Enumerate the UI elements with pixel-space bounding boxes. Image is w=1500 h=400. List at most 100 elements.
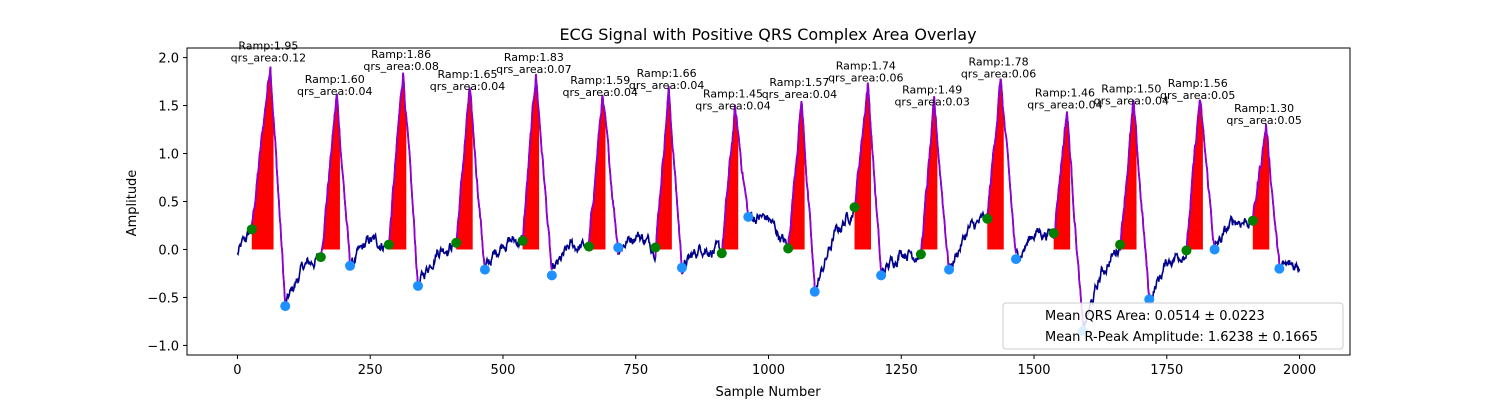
- r-peak-amplitude-label: Ramp:1.50: [1101, 83, 1161, 96]
- y-axis-label: Amplitude: [125, 170, 140, 237]
- qrs-area-label: qrs_area:0.04: [629, 79, 704, 92]
- r-peak-amplitude-label: Ramp:1.66: [637, 67, 697, 80]
- qrs-segment-line: [1052, 111, 1084, 323]
- qrs-area-label: qrs_area:0.04: [1094, 95, 1169, 108]
- qrs-area-label: qrs_area:0.05: [1226, 114, 1301, 127]
- s-offset-marker: [613, 242, 624, 253]
- legend-entry-r-peak-amplitude: Mean R-Peak Amplitude: 1.6238 ± 0.1665: [1045, 330, 1318, 345]
- x-tick-label: 750: [623, 363, 648, 378]
- s-offset-marker: [1144, 294, 1155, 305]
- s-offset-marker: [1274, 263, 1285, 274]
- legend-box: [1002, 302, 1344, 350]
- qrs-segment-line: [521, 74, 553, 270]
- q-onset-marker: [915, 249, 926, 260]
- qrs-area-fill: [251, 66, 274, 250]
- qrs-area-label: qrs_area:0.04: [563, 86, 638, 99]
- qrs-area-label: qrs_area:0.06: [828, 72, 903, 85]
- q-onset-marker: [315, 252, 326, 263]
- qrs-area-fill: [388, 72, 407, 250]
- qrs-area-fill: [456, 87, 473, 250]
- x-tick-label: 250: [358, 363, 383, 378]
- s-offset-marker: [546, 270, 557, 281]
- plot-area: [186, 47, 1351, 356]
- q-onset-marker: [1247, 215, 1258, 226]
- q-onset-marker: [1048, 228, 1059, 239]
- y-tick-label: 1.0: [158, 148, 179, 163]
- x-tick-label: 1500: [1017, 363, 1050, 378]
- s-offset-marker: [1209, 244, 1220, 255]
- qrs-segment-line: [920, 96, 950, 272]
- qrs-segment-line: [1119, 99, 1151, 298]
- q-onset-marker: [383, 239, 394, 250]
- qrs-area-fill: [1252, 123, 1270, 250]
- x-tick-label: 0: [233, 363, 241, 378]
- r-peak-amplitude-label: Ramp:1.49: [902, 84, 962, 97]
- r-peak-amplitude-label: Ramp:1.46: [1035, 86, 1095, 99]
- y-tick-label: 0.5: [158, 196, 179, 211]
- q-onset-marker: [849, 202, 860, 213]
- x-axis-label: Sample Number: [715, 385, 821, 400]
- qrs-area-label: qrs_area:0.05: [1160, 89, 1235, 102]
- qrs-area-fill: [854, 82, 871, 250]
- legend: Mean QRS Area: 0.0514 ± 0.0223 Mean R-Pe…: [1002, 302, 1344, 350]
- qrs-area-label: qrs_area:0.04: [762, 88, 837, 101]
- qrs-segment-line: [319, 93, 351, 268]
- r-peak-annotations: Ramp:1.95qrs_area:0.12Ramp:1.60qrs_area:…: [231, 39, 1302, 126]
- qrs-area-label: qrs_area:0.03: [894, 96, 969, 109]
- qrs-area-fill: [589, 94, 606, 250]
- s-offset-marker: [280, 301, 291, 312]
- q-onset-marker: [982, 213, 993, 224]
- y-tick-label: 1.5: [158, 100, 179, 115]
- qrs-segment-line: [588, 94, 620, 255]
- qrs-segment-line: [720, 104, 750, 255]
- q-onset-marker: [451, 237, 462, 248]
- q-onset-marker: [1115, 239, 1126, 250]
- qrs-area-label: qrs_area:0.04: [695, 99, 770, 112]
- y-axis: −1.0 −0.5 0.0 0.5 1.0 1.5 2.0: [147, 52, 187, 354]
- q-onset-marker: [246, 224, 257, 235]
- y-tick-label: 2.0: [158, 52, 179, 67]
- r-peak-amplitude-label: Ramp:1.57: [769, 76, 829, 89]
- r-peak-amplitude-label: Ramp:1.65: [437, 68, 497, 81]
- s-offset-marker: [944, 264, 955, 275]
- q-onset-marker: [783, 243, 794, 254]
- qrs-area-label: qrs_area:0.06: [961, 68, 1036, 81]
- qrs-segment-line: [1251, 123, 1281, 268]
- qrs-area-label: qrs_area:0.04: [430, 80, 505, 93]
- qrs-area-fill: [1053, 111, 1071, 250]
- qrs-segment-line: [455, 87, 486, 269]
- q-onset-marker: [650, 242, 661, 253]
- x-tick-label: 1250: [885, 363, 918, 378]
- y-tick-label: −0.5: [147, 291, 179, 306]
- r-peak-amplitude-label: Ramp:1.86: [371, 48, 431, 61]
- qrs-area-label: qrs_area:0.04: [1027, 98, 1102, 111]
- x-axis: 0 250 500 750 1000 1250 1500 1750 2000: [233, 355, 1316, 378]
- q-onset-marker: [716, 248, 727, 259]
- s-offset-marker: [1010, 254, 1021, 265]
- r-peak-amplitude-label: Ramp:1.45: [703, 87, 763, 100]
- legend-entry-qrs-area: Mean QRS Area: 0.0514 ± 0.0223: [1045, 309, 1265, 324]
- q-onset-marker: [584, 241, 595, 252]
- x-tick-label: 1750: [1150, 363, 1183, 378]
- qrs-segment-line: [986, 78, 1017, 254]
- s-offset-marker: [743, 211, 754, 222]
- s-offset-marker: [479, 264, 490, 275]
- qrs-segment-line: [1185, 99, 1216, 255]
- qrs-area-label: qrs_area:0.04: [297, 85, 372, 98]
- y-tick-label: 0.0: [158, 243, 179, 258]
- qrs-area-label: qrs_area:0.12: [231, 51, 306, 64]
- r-peak-amplitude-label: Ramp:1.83: [504, 51, 564, 64]
- s-offset-marker: [809, 286, 820, 297]
- s-offset-marker: [876, 270, 887, 281]
- x-tick-label: 2000: [1283, 363, 1316, 378]
- r-peak-amplitude-label: Ramp:1.78: [969, 56, 1029, 69]
- r-peak-amplitude-label: Ramp:1.59: [570, 74, 630, 87]
- qrs-segment-line: [387, 72, 419, 287]
- r-peak-amplitude-label: Ramp:1.30: [1234, 102, 1294, 115]
- qrs-area-fill: [987, 78, 1004, 250]
- x-tick-label: 500: [491, 363, 516, 378]
- y-tick-label: −1.0: [147, 339, 179, 354]
- qrs-area-label: qrs_area:0.07: [496, 63, 571, 76]
